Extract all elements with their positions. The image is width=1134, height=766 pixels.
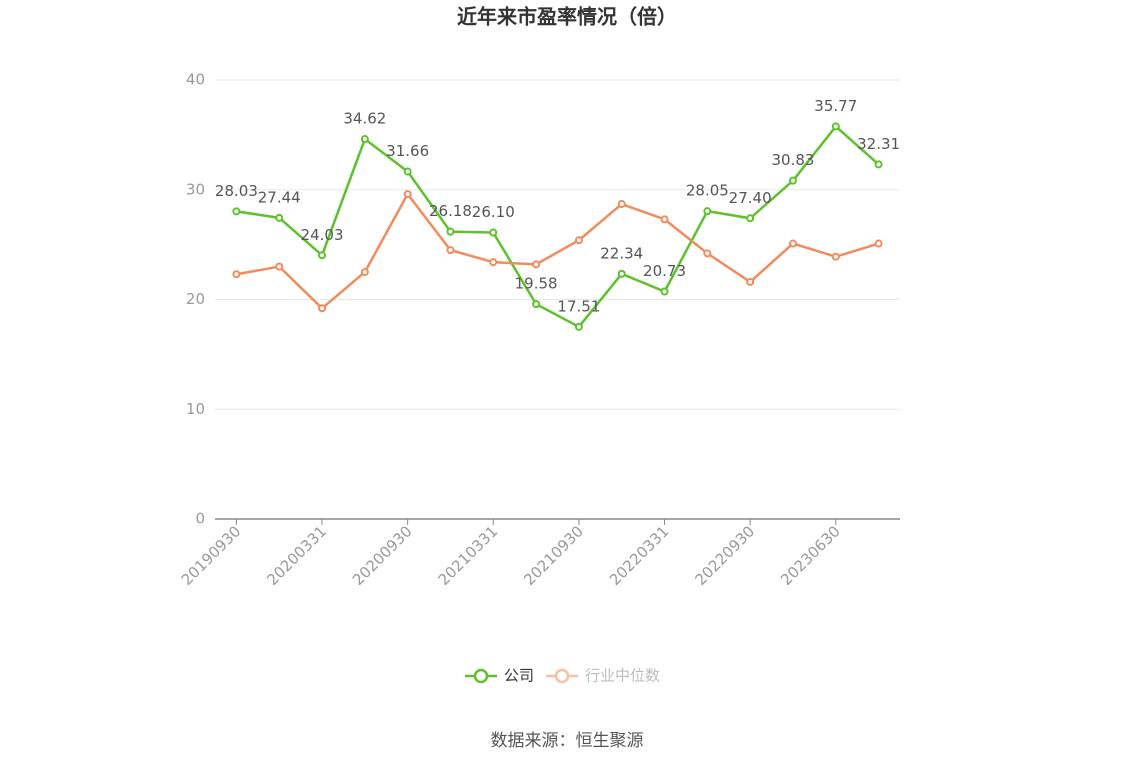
data-point <box>489 258 498 267</box>
legend-label: 行业中位数 <box>585 667 660 685</box>
data-label: 24.03 <box>301 226 344 244</box>
data-point <box>660 287 669 296</box>
data-point <box>617 269 626 278</box>
data-label: 27.40 <box>729 189 772 207</box>
data-point <box>660 215 669 224</box>
data-label: 30.83 <box>771 151 814 169</box>
legend-marker <box>554 668 570 684</box>
series-line <box>236 191 879 310</box>
data-point <box>446 227 455 236</box>
data-label: 22.34 <box>600 244 643 262</box>
legend-item[interactable]: 行业中位数 <box>546 667 660 685</box>
y-tick-label: 30 <box>186 180 205 198</box>
data-point <box>532 260 541 269</box>
data-label: 35.77 <box>814 97 857 115</box>
data-point <box>746 214 755 223</box>
data-point <box>489 228 498 237</box>
data-point <box>232 207 241 216</box>
data-point <box>574 236 583 245</box>
legend-item[interactable]: 公司 <box>465 667 534 685</box>
data-point <box>275 262 284 271</box>
data-point <box>318 304 327 313</box>
data-point <box>232 270 241 279</box>
x-tick-label: 20210331 <box>435 522 502 589</box>
data-point <box>831 252 840 261</box>
y-tick-label: 10 <box>186 400 205 418</box>
data-label: 32.31 <box>857 135 900 153</box>
data-label: 20.73 <box>643 262 686 280</box>
data-point <box>617 200 626 209</box>
data-point <box>788 239 797 248</box>
x-tick-label: 20210930 <box>520 522 587 589</box>
data-point <box>874 160 883 169</box>
chart-title: 近年来市盈率情况（倍） <box>457 5 677 29</box>
data-label: 31.66 <box>386 142 429 160</box>
data-label: 34.62 <box>343 110 386 128</box>
data-point <box>703 249 712 258</box>
data-point <box>360 268 369 277</box>
data-label: 19.58 <box>515 275 558 293</box>
x-tick-label: 20200930 <box>349 522 416 589</box>
x-tick-label: 20230630 <box>777 522 844 589</box>
data-point <box>746 277 755 286</box>
y-tick-label: 40 <box>186 71 205 89</box>
data-label: 28.03 <box>215 182 258 200</box>
data-point <box>574 322 583 331</box>
x-tick-label: 20220930 <box>691 522 758 589</box>
data-label: 27.44 <box>258 188 301 206</box>
data-point <box>532 300 541 309</box>
legend-label: 公司 <box>504 667 534 685</box>
x-tick-label: 20200331 <box>263 522 330 589</box>
data-point <box>403 167 412 176</box>
data-point <box>275 213 284 222</box>
data-point <box>318 251 327 260</box>
series-line <box>236 124 880 329</box>
data-point <box>788 176 797 185</box>
y-tick-label: 20 <box>186 290 205 308</box>
data-point <box>446 246 455 255</box>
y-tick-label: 0 <box>195 510 205 528</box>
data-point <box>403 190 412 199</box>
data-point <box>360 135 369 144</box>
data-point <box>874 239 883 248</box>
data-point <box>703 207 712 216</box>
x-tick-label: 20190930 <box>178 522 245 589</box>
data-label: 28.05 <box>686 182 729 200</box>
data-label: 26.10 <box>472 203 515 221</box>
legend-marker <box>473 668 489 684</box>
data-label: 26.18 <box>429 202 472 220</box>
data-label: 17.51 <box>557 297 600 315</box>
data-point <box>831 122 840 131</box>
x-tick-label: 20220331 <box>606 522 673 589</box>
source-note: 数据来源：恒生聚源 <box>491 731 644 751</box>
